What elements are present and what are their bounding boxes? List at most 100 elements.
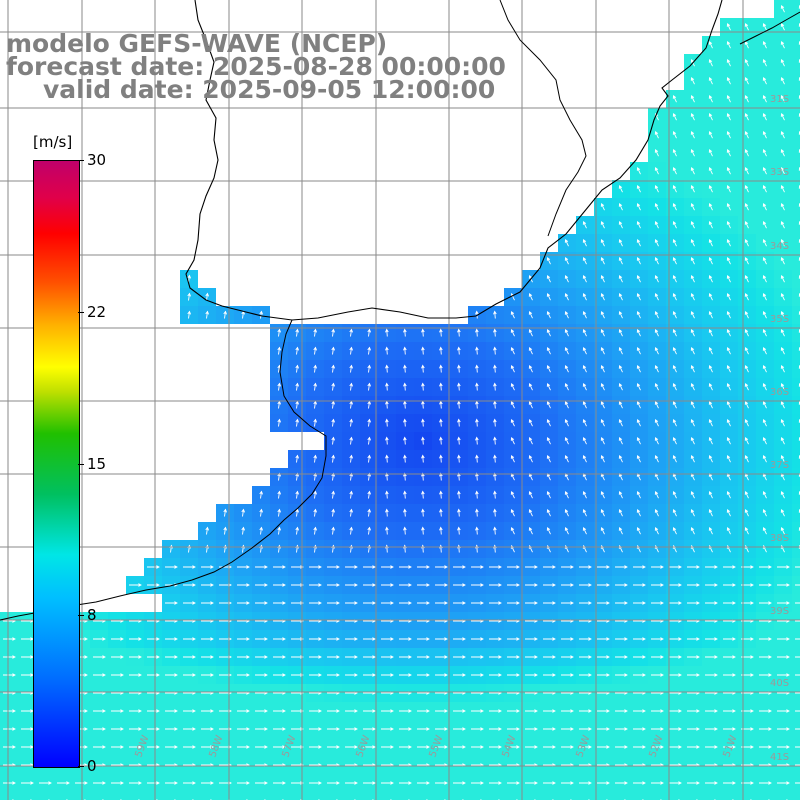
wind-arrow [363, 709, 376, 713]
wind-arrow [439, 346, 443, 355]
wind-arrow [525, 655, 538, 659]
wind-arrow [633, 781, 646, 785]
wind-arrow [690, 256, 695, 265]
wind-arrow [726, 22, 731, 31]
wind-arrow [762, 454, 767, 463]
wind-arrow [147, 655, 160, 659]
wind-arrow [780, 166, 785, 175]
wind-arrow [708, 238, 713, 247]
wind-arrow [723, 637, 736, 641]
latitude-label: 38S [770, 533, 789, 544]
wind-arrow [309, 727, 322, 731]
wind-arrow [165, 637, 178, 641]
wind-arrow [615, 745, 628, 749]
wind-speed-cell [450, 792, 468, 800]
wind-arrow [795, 782, 800, 784]
wind-arrow [726, 508, 731, 517]
wind-arrow [564, 310, 569, 319]
wind-arrow [507, 637, 520, 641]
wind-arrow [471, 745, 484, 749]
wind-arrow [546, 508, 551, 517]
wind-arrow [259, 526, 264, 535]
wind-arrow [475, 526, 479, 535]
colorbar-tickmark [78, 615, 84, 616]
colorbar-tick-label: 30 [87, 151, 107, 169]
wind-arrow [399, 709, 412, 713]
wind-speed-cell [792, 36, 800, 54]
wind-arrow [241, 508, 246, 517]
wind-arrow [510, 436, 515, 445]
wind-arrow [582, 238, 587, 247]
wind-arrow [345, 745, 358, 749]
wind-arrow [762, 166, 767, 175]
wind-arrow [780, 274, 785, 283]
wind-arrow [528, 436, 533, 445]
wind-arrow [564, 274, 569, 283]
wind-arrow [381, 745, 394, 749]
wind-speed-cell [540, 792, 558, 800]
wind-arrow [744, 112, 749, 121]
wind-arrow [777, 637, 790, 641]
wind-arrow [237, 583, 250, 587]
wind-arrow [273, 655, 286, 659]
wind-arrow [762, 364, 767, 373]
wind-arrow [687, 709, 700, 713]
wind-arrow [618, 364, 623, 373]
wind-arrow [327, 709, 340, 713]
wind-arrow [385, 526, 389, 535]
wind-arrow [744, 490, 749, 499]
wind-arrow [327, 673, 340, 677]
wind-arrow [708, 490, 713, 499]
wind-arrow [385, 382, 389, 391]
wind-arrow [708, 382, 713, 391]
wind-arrow [705, 655, 718, 659]
wind-arrow [403, 436, 407, 445]
wind-speed-cell [72, 792, 90, 800]
wind-arrow [201, 655, 214, 659]
wind-arrow [493, 436, 497, 445]
wind-arrow [795, 566, 800, 568]
wind-speed-cell [522, 792, 540, 800]
wind-arrow [331, 418, 336, 427]
wind-arrow [327, 637, 340, 641]
wind-arrow [579, 583, 592, 587]
wind-arrow [111, 655, 124, 659]
wind-arrow [762, 76, 767, 85]
wind-arrow [561, 709, 574, 713]
wind-arrow [475, 436, 479, 445]
wind-speed-cell [792, 108, 800, 126]
wind-arrow [759, 673, 772, 677]
wind-arrow [439, 418, 443, 427]
wind-arrow [111, 673, 124, 677]
wind-speed-cell [396, 792, 414, 800]
wind-speed-cell [792, 144, 800, 162]
wind-arrow [385, 328, 389, 337]
latitude-label: 34S [770, 241, 789, 252]
wind-arrow [313, 382, 318, 391]
wind-arrow [421, 418, 425, 427]
wind-arrow [147, 745, 160, 749]
wind-arrow [489, 637, 502, 641]
wind-arrow [744, 310, 749, 319]
wind-arrow [672, 292, 677, 301]
wind-arrow [744, 256, 749, 265]
wind-arrow [475, 508, 479, 517]
wind-arrow [651, 601, 664, 605]
wind-arrow [543, 673, 556, 677]
wind-arrow [435, 637, 448, 641]
wind-arrow [295, 328, 300, 337]
wind-arrow [543, 745, 556, 749]
valid-date: valid date: 2025-09-05 12:00:00 [43, 75, 496, 104]
wind-arrow [651, 781, 664, 785]
wind-arrow [313, 454, 318, 463]
wind-arrow [762, 490, 767, 499]
wind-arrow [654, 364, 659, 373]
wind-arrow [187, 310, 192, 319]
coastline-north-inland [499, 0, 587, 237]
wind-arrow [237, 655, 250, 659]
wind-arrow [636, 346, 641, 355]
wind-speed-cell [792, 414, 800, 432]
colorbar-tick-label: 8 [87, 606, 97, 624]
wind-arrow [546, 400, 551, 409]
wind-arrow [780, 148, 785, 157]
